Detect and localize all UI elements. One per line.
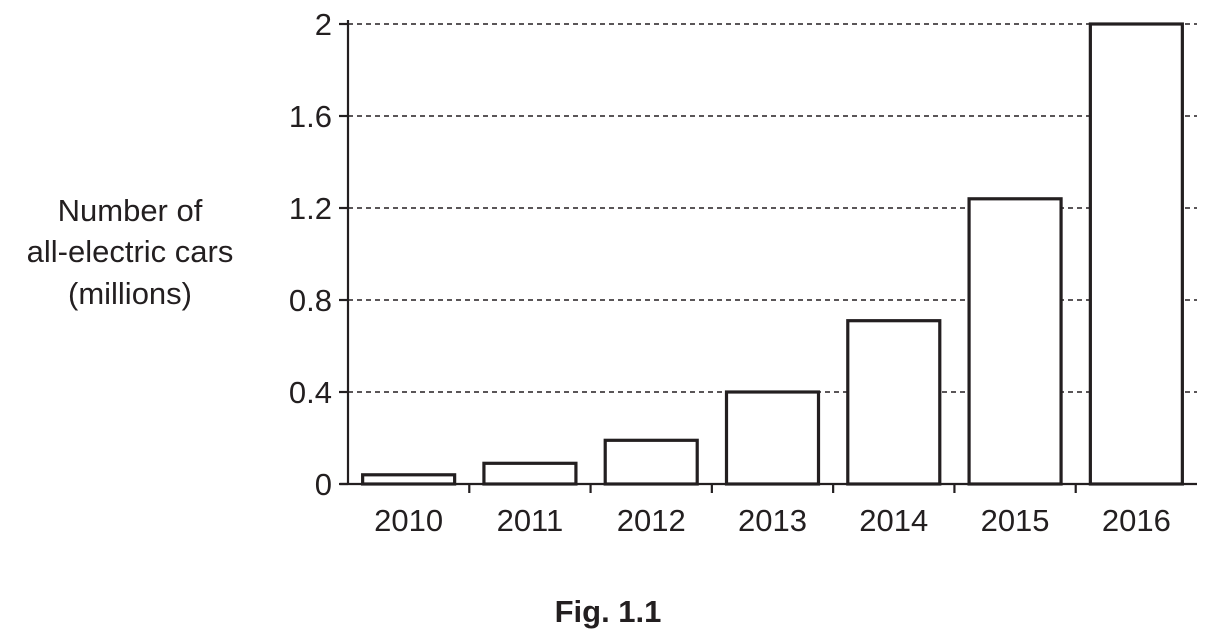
bars [361, 22, 1184, 486]
bar-2015 [967, 197, 1063, 486]
figure-caption: Fig. 1.1 [555, 594, 662, 629]
y-axis-title-line: Number of [58, 193, 203, 228]
bar-2012 [603, 438, 699, 486]
x-tick-label: 2011 [497, 503, 564, 538]
x-tick-label: 2016 [1102, 503, 1171, 538]
x-tick-label: 2012 [617, 503, 686, 538]
bar-2011 [482, 461, 578, 486]
x-tick-label: 2013 [738, 503, 807, 538]
y-tick-labels: 0 0.4 0.8 1.2 1.6 2 [289, 7, 332, 502]
y-axis-title: Number of all-electric cars (millions) [27, 193, 234, 311]
bar-2013 [724, 390, 821, 486]
y-tick-label: 1.6 [289, 99, 332, 134]
gridlines [348, 23, 1197, 393]
bar-2014 [846, 319, 942, 486]
y-tick-label: 0.4 [289, 375, 332, 410]
x-tick-labels: 2010 2011 2012 2013 2014 2015 2016 [374, 503, 1171, 538]
bar-2016 [1088, 22, 1184, 486]
y-axis-title-line: all-electric cars [27, 234, 234, 269]
y-tick-label: 2 [315, 7, 332, 42]
x-tick-label: 2010 [374, 503, 443, 538]
bar-2010 [361, 473, 457, 486]
y-tick-label: 0.8 [289, 283, 332, 318]
y-axis-title-line: (millions) [68, 276, 192, 311]
x-tick-label: 2014 [859, 503, 928, 538]
axes [339, 20, 1197, 493]
y-tick-label: 0 [315, 467, 332, 502]
y-tick-label: 1.2 [289, 191, 332, 226]
x-tick-label: 2015 [981, 503, 1050, 538]
